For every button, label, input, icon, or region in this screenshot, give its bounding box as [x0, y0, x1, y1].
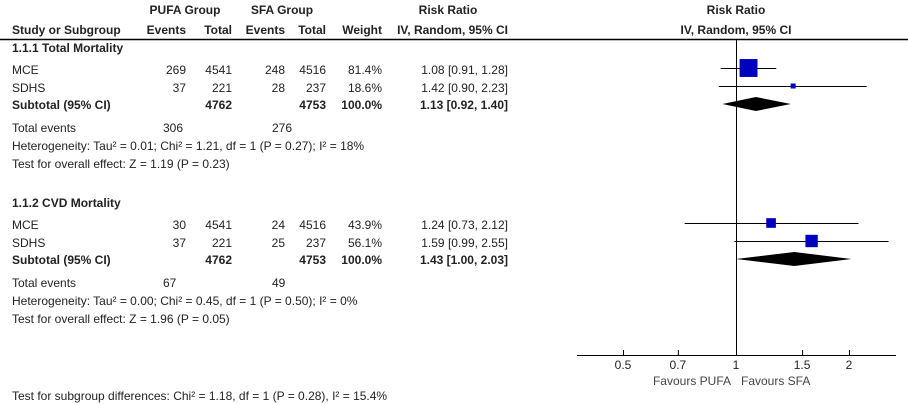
- total1: 221: [211, 236, 232, 250]
- subgroup-differences-test: Test for subgroup differences: Chi² = 1.…: [12, 389, 388, 403]
- weight: 18.6%: [347, 81, 382, 95]
- subtotal-label: Subtotal (95% CI): [12, 253, 111, 267]
- subgroup-title: 1.1.1 Total Mortality: [12, 41, 124, 55]
- subtotal-weight: 100.0%: [341, 98, 382, 112]
- x-tick-label: 2: [846, 358, 853, 372]
- plot-method: IV, Random, 95% CI: [680, 23, 792, 37]
- overall-effect-text: Test for overall effect: Z = 1.19 (P = 0…: [12, 157, 230, 171]
- risk-ratio: 1.42 [0.90, 2.23]: [421, 81, 508, 95]
- heterogeneity-text: Heterogeneity: Tau² = 0.01; Chi² = 1.21,…: [12, 139, 365, 153]
- study-col-header: Study or Subgroup: [12, 23, 121, 37]
- events1-header: Events: [146, 23, 186, 37]
- subtotal-diamond: [736, 252, 852, 266]
- events1: 30: [172, 218, 186, 232]
- total2: 237: [305, 81, 326, 95]
- total-events-group1: 306: [163, 121, 184, 135]
- total2-header: Total: [298, 23, 326, 37]
- overall-effect-row: Test for overall effect: Z = 1.96 (P = 0…: [0, 311, 580, 327]
- total2: 4516: [299, 63, 326, 77]
- favours-left-label: Favours PUFA: [653, 374, 731, 388]
- events2: 28: [271, 81, 285, 95]
- study-name: MCE: [12, 63, 39, 77]
- events2: 25: [271, 236, 285, 250]
- total-events-row: Total events 67 49: [0, 275, 580, 291]
- subtotal-risk-ratio: 1.43 [1.00, 2.03]: [419, 253, 508, 267]
- subgroup-title: 1.1.2 CVD Mortality: [0, 195, 580, 211]
- study-row: MCE 30 4541 24 4516 43.9% 1.24 [0.73, 2.12]: [0, 217, 580, 233]
- plot-title: Risk Ratio: [706, 3, 766, 17]
- subtotal-risk-ratio: 1.13 [0.92, 1.40]: [419, 98, 508, 112]
- weight-header: Weight: [342, 23, 382, 37]
- events1: 37: [172, 236, 186, 250]
- events2-header: Events: [245, 23, 285, 37]
- total1: 4541: [205, 218, 232, 232]
- group1-header: PUFA Group: [149, 3, 221, 17]
- weight: 43.9%: [347, 218, 382, 232]
- study-point-estimate: [805, 234, 818, 248]
- total-events-group1: 67: [163, 276, 177, 290]
- heterogeneity-text: Heterogeneity: Tau² = 0.00; Chi² = 0.45,…: [12, 294, 358, 308]
- overall-effect-row: Test for overall effect: Z = 1.19 (P = 0…: [0, 156, 580, 172]
- total-events-row: Total events 306 276: [0, 120, 580, 136]
- x-tick-label: 1: [733, 358, 740, 372]
- subtotal-weight: 100.0%: [341, 253, 382, 267]
- x-tick-label: 1.5: [794, 358, 811, 372]
- overall-effect-text: Test for overall effect: Z = 1.96 (P = 0…: [12, 312, 230, 326]
- column-headers: Study or Subgroup Events Total Events To…: [0, 22, 580, 38]
- weight: 56.1%: [347, 236, 382, 250]
- subtotal-total1: 4762: [205, 253, 232, 267]
- x-tick-label: 0.5: [615, 358, 632, 372]
- total1: 221: [211, 81, 232, 95]
- total-events-group2: 276: [272, 121, 293, 135]
- subtotal-row: Subtotal (95% CI) 4762 4753 100.0% 1.43 [1.0…: [0, 252, 580, 268]
- subtotal-total1: 4762: [205, 98, 232, 112]
- study-point-estimate: [739, 59, 758, 77]
- subgroup-title: 1.1.2 CVD Mortality: [12, 196, 121, 210]
- events1: 269: [165, 63, 186, 77]
- subtotal-label: Subtotal (95% CI): [12, 98, 111, 112]
- heterogeneity-row: Heterogeneity: Tau² = 0.00; Chi² = 0.45,…: [0, 293, 600, 309]
- weight: 81.4%: [347, 63, 382, 77]
- study-name: SDHS: [12, 81, 46, 95]
- subtotal-total2: 4753: [299, 98, 326, 112]
- risk-ratio: 1.59 [0.99, 2.55]: [421, 236, 508, 250]
- total-events-label: Total events: [12, 121, 77, 135]
- subtotal-total2: 4753: [299, 253, 326, 267]
- study-point-estimate: [766, 218, 776, 228]
- events2: 248: [264, 63, 285, 77]
- study-name: SDHS: [12, 236, 46, 250]
- study-row: MCE 269 4541 248 4516 81.4% 1.08 [0.91, 1.28]: [0, 62, 580, 78]
- favours-right-label: Favours SFA: [741, 374, 810, 388]
- total-events-group2: 49: [272, 276, 286, 290]
- events2: 24: [271, 218, 285, 232]
- group2-header: SFA Group: [250, 3, 314, 17]
- total2: 4516: [299, 218, 326, 232]
- subtotal-diamond: [722, 97, 791, 111]
- effect-method-header: IV, Random, 95% CI: [397, 23, 508, 37]
- total-events-label: Total events: [12, 276, 77, 290]
- risk-ratio: 1.24 [0.73, 2.12]: [421, 218, 508, 232]
- events1: 37: [172, 81, 186, 95]
- study-point-estimate: [790, 83, 796, 89]
- study-row: SDHS 37 221 28 237 18.6% 1.42 [0.90, 2.23]: [0, 80, 580, 96]
- study-name: MCE: [12, 218, 39, 232]
- total2: 237: [305, 236, 326, 250]
- subgroup-title: 1.1.1 Total Mortality: [0, 40, 580, 56]
- risk-ratio: 1.08 [0.91, 1.28]: [421, 63, 508, 77]
- total1: 4541: [205, 63, 232, 77]
- x-tick-label: 0.7: [670, 358, 687, 372]
- heterogeneity-row: Heterogeneity: Tau² = 0.01; Chi² = 1.21,…: [0, 138, 600, 154]
- effect-title: Risk Ratio: [418, 3, 478, 17]
- total1-header: Total: [204, 23, 232, 37]
- study-row: SDHS 37 221 25 237 56.1% 1.59 [0.99, 2.55]: [0, 235, 580, 251]
- subtotal-row: Subtotal (95% CI) 4762 4753 100.0% 1.13 [0.9…: [0, 97, 580, 113]
